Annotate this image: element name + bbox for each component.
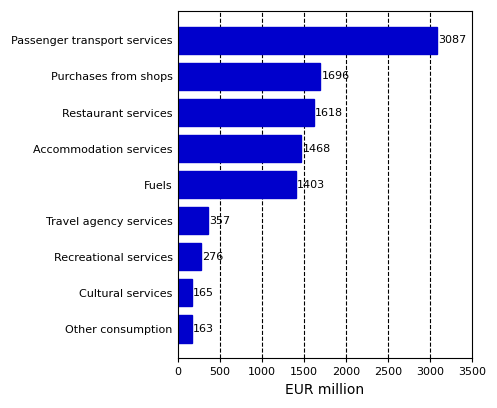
Text: 1403: 1403 [297,180,326,190]
Bar [178,63,321,90]
Text: 1696: 1696 [322,71,350,82]
Bar [178,135,301,162]
Text: 357: 357 [209,216,231,226]
Text: 276: 276 [203,252,224,262]
Text: 165: 165 [193,288,214,298]
Bar [178,315,192,343]
Bar [178,243,201,271]
Bar [178,279,192,306]
Bar [178,27,437,54]
Bar [178,171,296,198]
Text: 1618: 1618 [315,108,343,118]
Text: 1468: 1468 [303,144,331,154]
Text: 3087: 3087 [438,35,467,45]
Text: 163: 163 [193,324,214,334]
X-axis label: EUR million: EUR million [285,383,365,397]
Bar [178,207,208,234]
Bar [178,99,314,126]
